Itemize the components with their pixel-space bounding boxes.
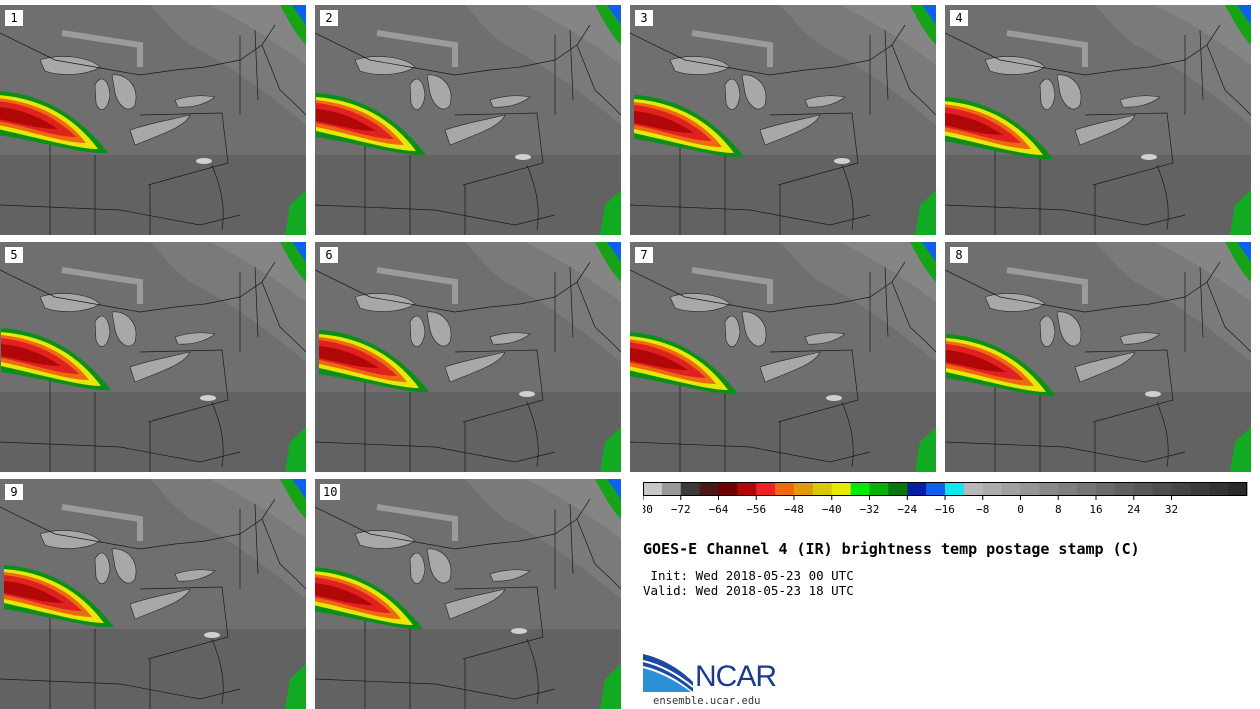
postage-panel-9: 9 bbox=[0, 479, 306, 709]
panel-number-label: 2 bbox=[320, 10, 338, 26]
colorbar-tick-label: 32 bbox=[1165, 503, 1178, 516]
colorbar-swatch bbox=[1114, 482, 1135, 496]
colorbar-tick-label: −8 bbox=[976, 503, 989, 516]
postage-panel-6: 6 bbox=[315, 242, 621, 472]
panel-number-label: 6 bbox=[320, 247, 338, 263]
colorbar-swatch bbox=[831, 482, 852, 496]
colorbar-swatch bbox=[643, 482, 663, 496]
colorbar-swatch bbox=[1228, 482, 1248, 496]
panel-number-label: 3 bbox=[635, 10, 653, 26]
colorbar-swatch bbox=[1133, 482, 1154, 496]
colorbar-swatch bbox=[907, 482, 927, 496]
ir-map bbox=[315, 242, 621, 472]
colorbar-swatch bbox=[699, 482, 719, 496]
colorbar-swatch bbox=[775, 482, 795, 496]
ir-map bbox=[315, 479, 621, 709]
panel-number-label: 10 bbox=[320, 484, 341, 500]
colorbar-swatch bbox=[888, 482, 908, 496]
colorbar-swatch bbox=[850, 482, 870, 496]
ncar-logo-icon bbox=[643, 654, 693, 692]
colorbar-tick-label: 0 bbox=[1017, 503, 1024, 516]
colorbar-swatch bbox=[1001, 482, 1021, 496]
panel-number-label: 7 bbox=[635, 247, 653, 263]
colorbar-outline bbox=[643, 482, 1247, 496]
colorbar-swatch bbox=[1039, 482, 1059, 496]
postage-panel-4: 4 bbox=[945, 5, 1251, 235]
ir-map bbox=[0, 5, 306, 235]
colorbar-tick-label: −48 bbox=[784, 503, 804, 516]
colorbar-tick-label: 24 bbox=[1127, 503, 1141, 516]
figure-title: GOES-E Channel 4 (IR) brightness temp po… bbox=[643, 540, 1140, 558]
postage-panel-10: 10 bbox=[315, 479, 621, 709]
colorbar-swatch bbox=[680, 482, 701, 496]
colorbar-tick-label: −72 bbox=[671, 503, 691, 516]
panel-number-label: 8 bbox=[950, 247, 968, 263]
postage-panel-5: 5 bbox=[0, 242, 306, 472]
colorbar-swatch bbox=[982, 482, 1003, 496]
colorbar-tick-label: −40 bbox=[822, 503, 842, 516]
panel-number-label: 1 bbox=[5, 10, 23, 26]
postage-panel-2: 2 bbox=[315, 5, 621, 235]
website-url: ensemble.ucar.edu bbox=[653, 695, 761, 707]
colorbar-swatch bbox=[963, 482, 984, 496]
ir-map bbox=[0, 479, 306, 709]
colorbar-swatch bbox=[1190, 482, 1210, 496]
colorbar-tick-label: −16 bbox=[935, 503, 955, 516]
colorbar-swatch bbox=[1020, 482, 1040, 496]
colorbar-swatch bbox=[1096, 482, 1116, 496]
ir-map bbox=[630, 242, 936, 472]
ir-map bbox=[945, 242, 1251, 472]
colorbar-swatch bbox=[718, 482, 738, 496]
colorbar-swatch bbox=[1152, 482, 1172, 496]
colorbar-swatch bbox=[794, 482, 814, 496]
postage-panel-1: 1 bbox=[0, 5, 306, 235]
colorbar-swatch bbox=[661, 482, 682, 496]
postage-panel-3: 3 bbox=[630, 5, 936, 235]
panel-number-label: 9 bbox=[5, 484, 23, 500]
postage-panel-8: 8 bbox=[945, 242, 1251, 472]
colorbar-tick-label: −24 bbox=[897, 503, 917, 516]
panel-number-label: 4 bbox=[950, 10, 968, 26]
colorbar-swatch bbox=[926, 482, 946, 496]
colorbar-swatch bbox=[869, 482, 889, 496]
colorbar-tick-label: −32 bbox=[860, 503, 880, 516]
panel-number-label: 5 bbox=[5, 247, 23, 263]
ncar-logo-text: NCAR bbox=[695, 660, 777, 693]
colorbar-swatch bbox=[1171, 482, 1191, 496]
colorbar-swatch bbox=[1209, 482, 1229, 496]
ir-map bbox=[315, 5, 621, 235]
colorbar-tick-label: −64 bbox=[709, 503, 729, 516]
colorbar-tick-label: −56 bbox=[746, 503, 766, 516]
colorbar-tick-label: 8 bbox=[1055, 503, 1062, 516]
colorbar-tick-label: −80 bbox=[643, 503, 653, 516]
colorbar-swatch bbox=[756, 482, 776, 496]
colorbar-swatch bbox=[737, 482, 757, 496]
ir-map bbox=[630, 5, 936, 235]
colorbar-tick-label: 16 bbox=[1089, 503, 1102, 516]
colorbar-swatch bbox=[945, 482, 965, 496]
ir-map bbox=[945, 5, 1251, 235]
colorbar-swatch bbox=[1077, 482, 1097, 496]
valid-time: Valid: Wed 2018-05-23 18 UTC bbox=[643, 583, 854, 598]
colorbar-swatch bbox=[812, 482, 833, 496]
postage-panel-7: 7 bbox=[630, 242, 936, 472]
colorbar-swatch bbox=[1058, 482, 1078, 496]
init-time: Init: Wed 2018-05-23 00 UTC bbox=[643, 568, 854, 583]
ir-map bbox=[0, 242, 306, 472]
